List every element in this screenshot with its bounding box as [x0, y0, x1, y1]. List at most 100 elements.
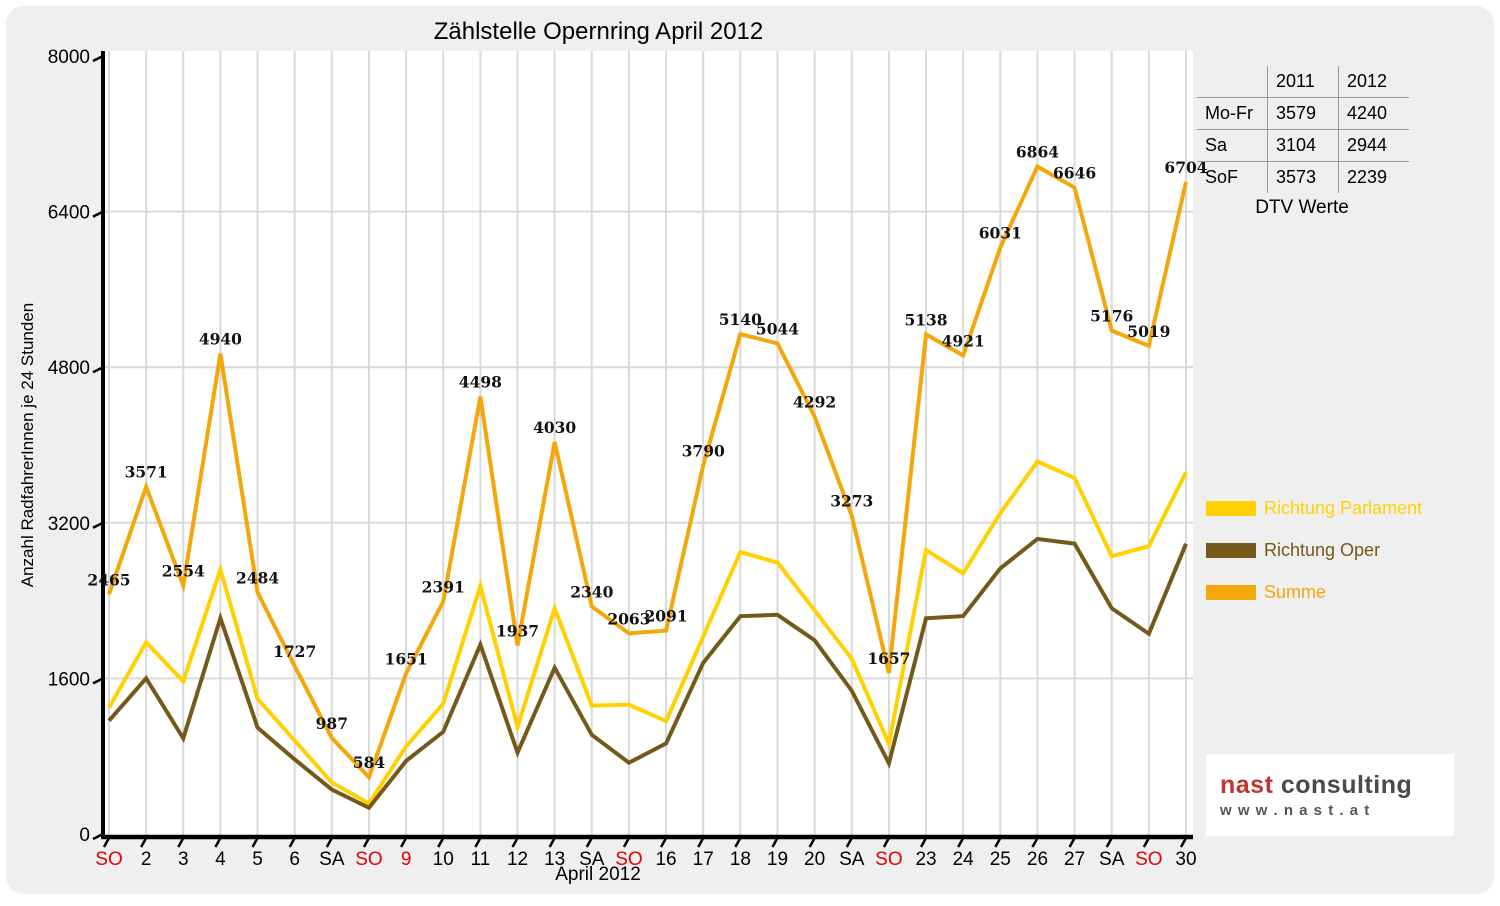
- y-tick-label: 0: [79, 825, 90, 846]
- x-axis-tick: [1105, 837, 1113, 848]
- x-axis-tick: [919, 837, 928, 848]
- y-tick-label: 6400: [48, 203, 90, 224]
- dtv-cell: 3573: [1267, 161, 1339, 193]
- data-label: 4498: [459, 373, 502, 392]
- data-label: 6704: [1164, 158, 1207, 177]
- dtv-cell: 3579: [1267, 97, 1339, 130]
- logo-brand-text: nast consulting: [1220, 771, 1454, 800]
- data-label: 6864: [1016, 142, 1059, 161]
- data-label: 2465: [87, 570, 130, 589]
- x-axis-tick: [622, 837, 631, 848]
- data-label: 4030: [533, 418, 576, 437]
- dtv-table-container: 2011 2012 Mo-Fr 3579 4240 Sa 3104 2944 S…: [1197, 66, 1419, 219]
- x-axis-tick: [437, 837, 445, 848]
- series-line-summe: [107, 163, 1188, 781]
- data-label: 3571: [125, 463, 168, 482]
- data-label: 5138: [904, 310, 947, 329]
- data-label: 5044: [756, 319, 799, 338]
- series-line-richtung-oper: [107, 536, 1188, 811]
- dtv-header-2012: 2012: [1338, 66, 1409, 98]
- x-axis-title: April 2012: [555, 864, 641, 885]
- chart-legend: Richtung Parlament Richtung Oper Summe: [1206, 498, 1422, 626]
- dtv-row-label: Sa: [1197, 129, 1268, 162]
- legend-item-oper: Richtung Oper: [1206, 540, 1422, 560]
- x-axis-tick: [882, 837, 890, 848]
- data-label: 584: [353, 753, 386, 772]
- dtv-header-row: 2011 2012: [1197, 66, 1409, 98]
- x-tick-label: 25: [990, 849, 1011, 870]
- x-tick-label: 13: [544, 849, 565, 870]
- x-axis-tick: [1179, 837, 1188, 848]
- data-label: 4940: [199, 330, 242, 349]
- data-label: 2063: [607, 609, 650, 628]
- x-axis-tick: [659, 837, 668, 848]
- x-tick-label: 12: [507, 849, 528, 870]
- dtv-row-mofr: Mo-Fr 3579 4240: [1197, 97, 1409, 130]
- x-tick-label: 2: [141, 849, 152, 870]
- x-axis-tick: [140, 837, 148, 848]
- dtv-row-label: Mo-Fr: [1197, 97, 1268, 130]
- x-tick-label: 26: [1027, 849, 1048, 870]
- x-axis-tick: [1068, 837, 1076, 848]
- y-tick-label: 3200: [48, 514, 90, 535]
- x-tick-label: SA: [579, 849, 605, 870]
- series-line-richtung-parlament: [107, 459, 1188, 807]
- dtv-cell: 4240: [1338, 97, 1409, 130]
- x-tick-label: SA: [839, 849, 865, 870]
- y-axis-tick: [92, 832, 104, 841]
- data-label: 1937: [496, 622, 539, 641]
- legend-item-parlament: Richtung Parlament: [1206, 498, 1422, 518]
- x-tick-label: 5: [252, 849, 263, 870]
- plot-area: [105, 51, 1193, 835]
- dtv-cell: 3104: [1267, 129, 1339, 162]
- x-tick-label: SO: [615, 849, 642, 870]
- x-axis-tick: [734, 837, 742, 848]
- nast-consulting-logo: nast consulting w w w . n a s t . a t: [1206, 754, 1454, 836]
- x-tick-label: 4: [215, 849, 226, 870]
- chart-panel: Zählstelle Opernring April 2012 Anzahl R…: [6, 6, 1494, 894]
- x-tick-label: SO: [1135, 849, 1162, 870]
- x-axis-tick: [845, 837, 853, 848]
- legend-label-oper: Richtung Oper: [1264, 540, 1381, 560]
- legend-item-summe: Summe: [1206, 582, 1422, 602]
- data-label: 1727: [273, 642, 316, 661]
- y-axis-tick: [92, 521, 104, 529]
- x-tick-label: 27: [1064, 849, 1085, 870]
- data-label: 6031: [979, 223, 1022, 242]
- data-label: 4292: [793, 393, 836, 412]
- y-axis-tick: [92, 366, 104, 374]
- legend-swatch-parlament: [1206, 501, 1256, 516]
- x-tick-label: 6: [289, 849, 300, 870]
- legend-swatch-summe: [1206, 585, 1256, 600]
- logo-url-text: w w w . n a s t . a t: [1220, 802, 1371, 819]
- data-label: 3790: [682, 441, 725, 460]
- x-axis-tick: [474, 837, 482, 848]
- x-tick-label: SO: [355, 849, 382, 870]
- data-label: 1657: [867, 649, 910, 668]
- x-tick-label: 16: [655, 849, 676, 870]
- data-label: 3273: [830, 492, 873, 511]
- data-label: 2340: [570, 582, 613, 601]
- x-tick-label: 19: [767, 849, 788, 870]
- data-label: 1651: [385, 649, 428, 668]
- x-axis-tick: [548, 837, 556, 848]
- x-tick-label: 23: [915, 849, 936, 870]
- x-axis-tick: [1142, 837, 1150, 848]
- data-label: 6646: [1053, 164, 1096, 183]
- x-axis-tick: [251, 837, 259, 848]
- x-axis-tick: [362, 837, 371, 848]
- dtv-table: 2011 2012 Mo-Fr 3579 4240 Sa 3104 2944 S…: [1197, 66, 1409, 193]
- x-tick-label: 30: [1175, 849, 1196, 870]
- x-tick-label: 10: [433, 849, 454, 870]
- legend-label-summe: Summe: [1264, 582, 1327, 602]
- x-tick-label: SO: [95, 849, 122, 870]
- data-label: 2391: [422, 577, 465, 596]
- x-axis-tick: [288, 837, 296, 848]
- x-tick-label: 24: [953, 849, 975, 870]
- y-tick-label: 4800: [48, 358, 90, 379]
- dtv-header-empty: [1197, 66, 1268, 98]
- data-label: 2484: [236, 568, 279, 587]
- chart-title: Zählstelle Opernring April 2012: [433, 18, 764, 45]
- x-axis-tick: [214, 837, 222, 848]
